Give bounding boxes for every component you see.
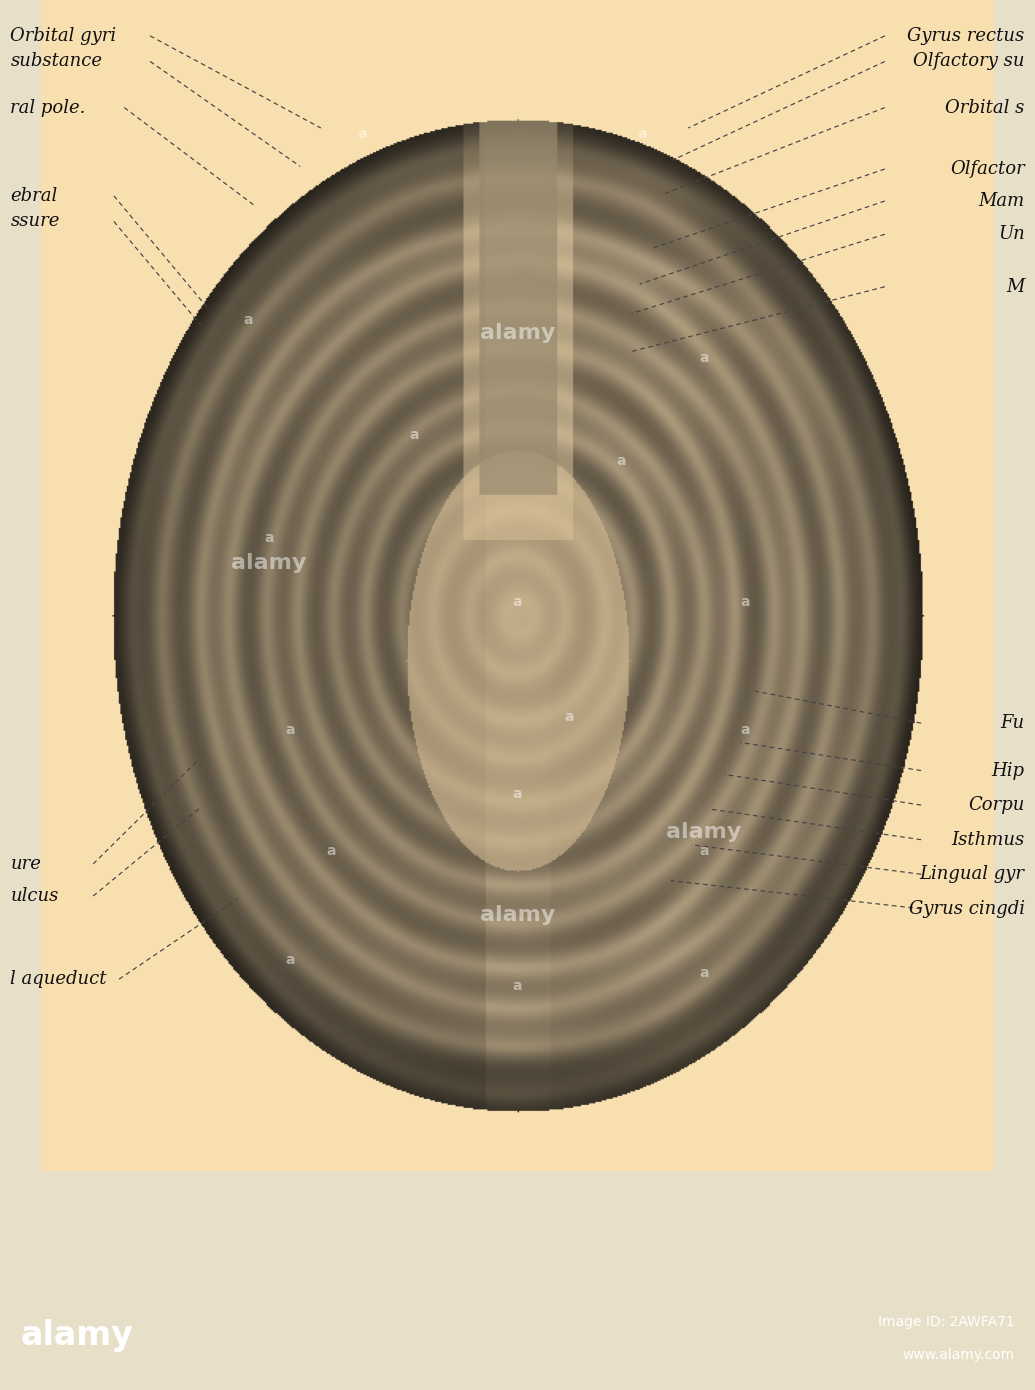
Text: a: a <box>357 128 367 142</box>
Text: ure: ure <box>10 855 41 873</box>
Text: a: a <box>285 723 295 737</box>
Text: Hip: Hip <box>992 762 1025 780</box>
Text: Corpu: Corpu <box>969 796 1025 815</box>
Text: a: a <box>512 787 523 801</box>
Text: a: a <box>740 723 750 737</box>
Text: www.alamy.com: www.alamy.com <box>903 1348 1014 1362</box>
Text: Orbital s: Orbital s <box>945 99 1025 117</box>
Text: Olfactor: Olfactor <box>950 160 1025 178</box>
Text: a: a <box>512 979 523 992</box>
Text: a: a <box>699 966 709 980</box>
Text: a: a <box>699 352 709 366</box>
Text: ssure: ssure <box>10 213 60 231</box>
Text: Olfactory su: Olfactory su <box>913 53 1025 71</box>
Text: a: a <box>564 710 574 724</box>
Text: a: a <box>264 531 274 545</box>
Text: Un: Un <box>998 225 1025 243</box>
Text: a: a <box>326 844 336 858</box>
Text: a: a <box>285 954 295 967</box>
Text: ebral: ebral <box>10 186 58 204</box>
Text: Gyrus rectus: Gyrus rectus <box>908 26 1025 44</box>
Text: alamy: alamy <box>480 905 555 926</box>
Text: a: a <box>409 428 419 442</box>
Text: alamy: alamy <box>480 322 555 343</box>
Text: Orbital gyri: Orbital gyri <box>10 26 117 44</box>
Text: M: M <box>1006 278 1025 296</box>
Text: alamy: alamy <box>232 553 306 573</box>
Text: ral pole.: ral pole. <box>10 99 86 117</box>
Text: a: a <box>512 595 523 609</box>
Text: Mam: Mam <box>978 192 1025 210</box>
Text: Image ID: 2AWFA71: Image ID: 2AWFA71 <box>878 1315 1014 1329</box>
Text: l aqueduct: l aqueduct <box>10 970 107 988</box>
Text: a: a <box>616 453 626 468</box>
Text: a: a <box>699 844 709 858</box>
Text: a: a <box>637 128 647 142</box>
Text: a: a <box>243 313 254 327</box>
Text: substance: substance <box>10 53 102 71</box>
Text: Fu: Fu <box>1001 714 1025 733</box>
Text: ulcus: ulcus <box>10 887 59 905</box>
Text: Lingual gyr: Lingual gyr <box>920 865 1025 883</box>
Text: Isthmus: Isthmus <box>951 831 1025 849</box>
Text: a: a <box>740 595 750 609</box>
Text: alamy: alamy <box>667 821 741 842</box>
Text: Gyrus cingdi: Gyrus cingdi <box>909 899 1025 917</box>
Text: alamy: alamy <box>21 1319 134 1351</box>
